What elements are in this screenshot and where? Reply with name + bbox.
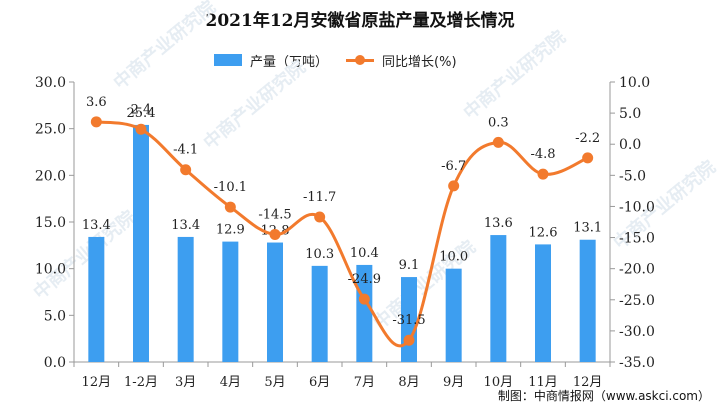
growth-line [96, 120, 589, 348]
legend-item-growth: 同比增长(%) [346, 51, 457, 70]
left-tick-label: 30.0 [35, 75, 66, 91]
source-note: 制图：中商情报网（www.askci.com） [497, 389, 710, 403]
legend-bar-swatch [214, 54, 242, 66]
growth-value-label: -11.7 [303, 190, 336, 205]
growth-point [180, 164, 192, 176]
x-tick-label: 11月 [528, 375, 558, 390]
right-tick-label: 0.0 [619, 137, 641, 153]
growth-point [224, 201, 236, 213]
growth-value-label: 0.3 [488, 115, 509, 130]
bar-value-label: 25.4 [127, 106, 156, 121]
growth-point [492, 136, 504, 148]
left-tick-label: 25.0 [35, 122, 66, 138]
bar-value-label: 13.6 [484, 216, 513, 231]
bar [356, 264, 373, 362]
watermark-text: 中商产业研究院 [199, 56, 310, 154]
growth-point [448, 180, 460, 192]
x-tick-label: 9月 [443, 375, 464, 390]
bar-value-label: 10.0 [439, 250, 468, 265]
bar [177, 236, 194, 362]
legend-label-growth: 同比增长(%) [382, 54, 457, 70]
growth-value-label: 2.4 [131, 102, 152, 117]
x-tick-label: 12月 [82, 375, 112, 390]
watermark-text: 中商产业研究院 [459, 26, 570, 124]
right-tick-label: -5.0 [619, 168, 646, 184]
growth-value-label: -4.8 [530, 147, 555, 162]
x-tick-label: 7月 [354, 375, 375, 390]
bar-value-label: 12.6 [529, 225, 558, 240]
right-tick-label: -30.0 [619, 324, 655, 340]
growth-value-label: -31.5 [392, 313, 425, 328]
bar-value-label: 10.3 [305, 247, 334, 262]
right-tick-label: -20.0 [619, 262, 655, 278]
growth-point [537, 168, 549, 180]
bar [88, 236, 105, 362]
bar-value-label: 13.4 [171, 218, 200, 233]
left-tick-label: 0.0 [44, 355, 66, 371]
growth-value-label: -4.1 [173, 143, 198, 158]
bar [311, 265, 328, 362]
right-tick-label: -15.0 [619, 231, 655, 247]
growth-point [90, 116, 102, 128]
bar-value-label: 13.1 [573, 221, 602, 236]
growth-value-label: -10.1 [214, 180, 247, 195]
watermark-text: 中商产业研究院 [109, 0, 220, 94]
bar-value-label: 9.1 [399, 258, 420, 273]
x-tick-label: 5月 [264, 375, 285, 390]
x-tick-label: 8月 [398, 375, 419, 390]
bar [535, 244, 551, 362]
growth-value-label: -24.9 [348, 272, 381, 287]
growth-value-label: 3.6 [86, 95, 107, 110]
right-tick-label: -10.0 [619, 199, 655, 215]
growth-point [403, 334, 415, 346]
x-tick-label: 3月 [175, 375, 196, 390]
left-tick-label: 5.0 [44, 308, 66, 324]
bar [267, 242, 283, 362]
growth-point [135, 123, 147, 135]
left-tick-label: 15.0 [35, 215, 66, 231]
bar [445, 268, 462, 362]
x-tick-label: 6月 [309, 375, 330, 390]
chart-legend: 产量（万吨） 同比增长(%) [214, 51, 475, 70]
legend-label-production: 产量（万吨） [250, 54, 329, 70]
growth-value-label: -14.5 [258, 207, 291, 222]
right-tick-label: -35.0 [619, 355, 655, 371]
left-tick-label: 10.0 [35, 262, 66, 278]
x-tick-label: 1-2月 [124, 375, 158, 390]
growth-point [582, 152, 594, 164]
bar [579, 239, 596, 362]
growth-point [269, 228, 281, 240]
x-tick-label: 12月 [573, 375, 603, 390]
right-tick-label: -25.0 [619, 293, 655, 309]
legend-item-production: 产量（万吨） [214, 51, 328, 70]
x-tick-label: 4月 [220, 375, 241, 390]
bar [133, 124, 149, 362]
growth-point [314, 211, 326, 223]
right-tick-label: 5.0 [619, 106, 641, 122]
legend-line-swatch [346, 54, 375, 66]
growth-value-label: -6.7 [441, 159, 466, 174]
left-tick-label: 20.0 [35, 168, 66, 184]
growth-value-label: -2.2 [575, 131, 600, 146]
bar [222, 241, 239, 362]
bar [490, 235, 507, 362]
bar-value-label: 13.4 [82, 218, 111, 233]
growth-point [358, 293, 370, 305]
bar-value-label: 10.4 [350, 246, 379, 261]
right-tick-label: 10.0 [619, 75, 650, 91]
bar-value-label: 12.9 [216, 223, 245, 238]
chart-title: 2021年12月安徽省原盐产量及增长情况 [205, 11, 515, 31]
x-tick-label: 10月 [484, 375, 514, 390]
